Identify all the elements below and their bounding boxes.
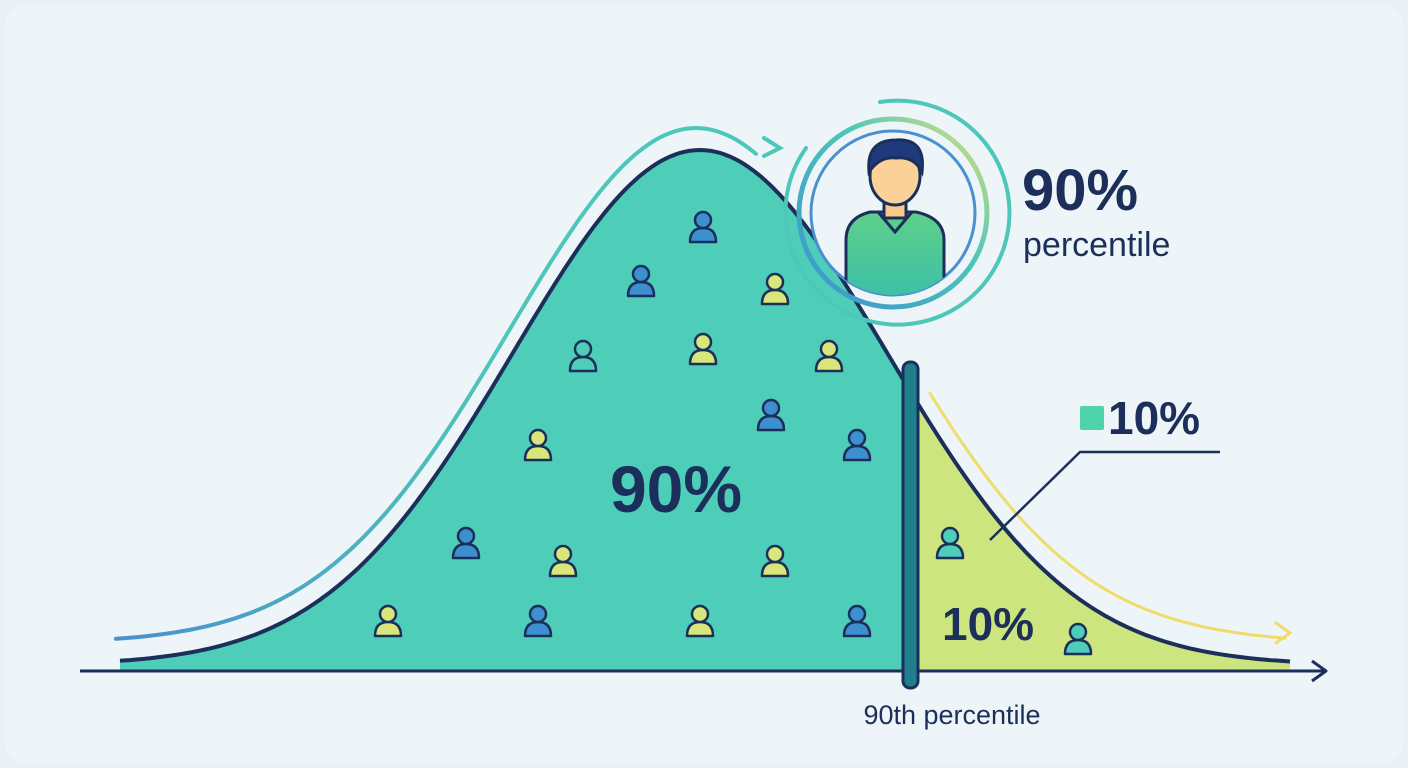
- person-body: [1063, 638, 1093, 656]
- person-head: [528, 604, 548, 624]
- person-icon: [523, 428, 553, 462]
- person-body: [523, 620, 553, 638]
- axis-arrow: [1311, 659, 1328, 683]
- person-body: [814, 355, 844, 373]
- person-head: [573, 339, 593, 359]
- person-body: [568, 355, 598, 373]
- person-icon: [842, 428, 872, 462]
- callout-value: 90%: [1022, 158, 1138, 223]
- curve: [114, 125, 1293, 671]
- person-body: [548, 560, 578, 578]
- tail-arc-head: [1274, 621, 1293, 645]
- tail-arc: [928, 391, 1287, 640]
- person-icon: [760, 272, 790, 306]
- person-body: [760, 560, 790, 578]
- person-body: [626, 280, 656, 298]
- person-head: [690, 604, 710, 624]
- person-head: [553, 544, 573, 564]
- upper-arc-head: [762, 136, 785, 158]
- body-area: [120, 150, 910, 671]
- person-head: [940, 526, 960, 546]
- people: [373, 210, 1093, 656]
- person-head: [631, 264, 651, 284]
- person-icon: [842, 604, 872, 638]
- person-icon: [626, 264, 656, 298]
- person-icon: [523, 604, 553, 638]
- person-icon: [688, 332, 718, 366]
- person-icon: [760, 544, 790, 578]
- person-head: [765, 272, 785, 292]
- person-body: [760, 288, 790, 306]
- person-body: [685, 620, 715, 638]
- marker-label: 90th percentile: [863, 700, 1040, 730]
- person-body: [373, 620, 403, 638]
- person-icon: [756, 398, 786, 432]
- person-icon: [373, 604, 403, 638]
- person-body: [842, 620, 872, 638]
- person-body: [688, 348, 718, 366]
- legend-value: 10%: [1108, 392, 1200, 444]
- person-body: [756, 414, 786, 432]
- person-icon: [935, 526, 965, 560]
- person-head: [456, 526, 476, 546]
- person-head: [528, 428, 548, 448]
- curve-outline: [119, 147, 1291, 664]
- person-icon: [814, 339, 844, 373]
- person-head: [765, 544, 785, 564]
- leader-line: [989, 450, 1220, 541]
- person-body: [842, 444, 872, 462]
- person-body: [935, 542, 965, 560]
- person-icon: [1063, 622, 1093, 656]
- person-head: [1068, 622, 1088, 642]
- person-icon: [688, 210, 718, 244]
- person-body: [688, 226, 718, 244]
- body-percent: 90%: [610, 452, 742, 526]
- highlight-person: [783, 98, 1012, 327]
- person-icon: [451, 526, 481, 560]
- person-head: [761, 398, 781, 418]
- person-icon: [568, 339, 598, 373]
- person-head: [378, 604, 398, 624]
- tail-area: [910, 390, 1290, 671]
- cutoff-bar: [901, 360, 920, 690]
- person-body: [451, 542, 481, 560]
- callout-label: percentile: [1023, 226, 1170, 264]
- upper-arc: [114, 125, 758, 641]
- person-head: [819, 339, 839, 359]
- person-icon: [685, 604, 715, 638]
- person-head: [693, 210, 713, 230]
- person-icon: [548, 544, 578, 578]
- person-head: [847, 428, 867, 448]
- tail-percent: 10%: [942, 598, 1034, 650]
- person-body: [523, 444, 553, 462]
- person-head: [693, 332, 713, 352]
- legend-swatch: [1080, 406, 1104, 430]
- person-head: [847, 604, 867, 624]
